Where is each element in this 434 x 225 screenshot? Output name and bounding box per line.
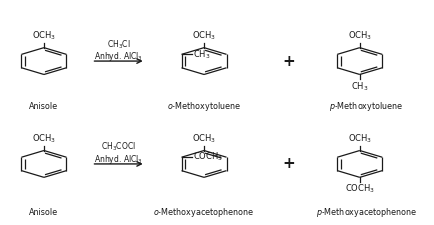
Text: $\it{p}$-Methoxyacetophenone: $\it{p}$-Methoxyacetophenone: [316, 205, 417, 218]
Text: COCH$_3$: COCH$_3$: [345, 183, 375, 196]
Text: $\it{o}$-Methoxytoluene: $\it{o}$-Methoxytoluene: [167, 100, 241, 113]
Text: Anisole: Anisole: [30, 102, 59, 111]
Text: OCH$_3$: OCH$_3$: [32, 133, 56, 145]
Text: CH$_3$: CH$_3$: [351, 80, 368, 92]
Text: Anisole: Anisole: [30, 207, 59, 216]
Text: +: +: [282, 54, 295, 69]
Text: Anhyd. AlCl$_3$: Anhyd. AlCl$_3$: [94, 153, 143, 166]
Text: OCH$_3$: OCH$_3$: [348, 29, 372, 42]
Text: CH$_3$COCl: CH$_3$COCl: [101, 141, 136, 153]
Text: Anhyd. AlCl$_3$: Anhyd. AlCl$_3$: [94, 50, 143, 63]
Text: OCH$_3$: OCH$_3$: [192, 133, 216, 145]
Text: OCH$_3$: OCH$_3$: [32, 29, 56, 42]
Text: COCH$_3$: COCH$_3$: [193, 151, 223, 164]
Text: OCH$_3$: OCH$_3$: [192, 29, 216, 42]
Text: $\it{o}$-Methoxyacetophenone: $\it{o}$-Methoxyacetophenone: [154, 205, 255, 218]
Text: CH$_3$: CH$_3$: [193, 48, 211, 61]
Text: CH$_3$Cl: CH$_3$Cl: [107, 38, 130, 51]
Text: OCH$_3$: OCH$_3$: [348, 133, 372, 145]
Text: +: +: [282, 156, 295, 171]
Text: $\it{p}$-Methoxytoluene: $\it{p}$-Methoxytoluene: [329, 100, 404, 113]
